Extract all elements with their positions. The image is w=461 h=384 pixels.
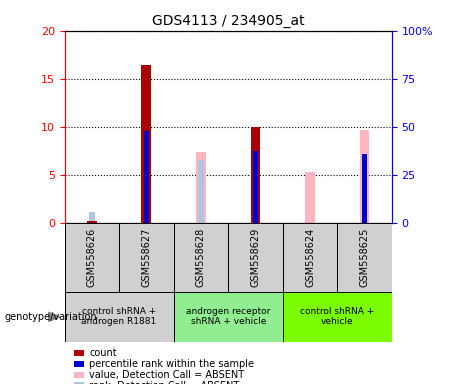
Bar xyxy=(119,223,174,292)
Bar xyxy=(251,127,260,223)
Bar xyxy=(196,152,206,223)
Bar xyxy=(198,161,204,223)
Bar xyxy=(174,292,283,342)
Text: percentile rank within the sample: percentile rank within the sample xyxy=(89,359,254,369)
Text: genotype/variation: genotype/variation xyxy=(5,312,97,322)
Bar xyxy=(305,172,315,223)
Bar xyxy=(283,223,337,292)
Bar xyxy=(283,292,392,342)
Bar xyxy=(142,65,151,223)
Text: value, Detection Call = ABSENT: value, Detection Call = ABSENT xyxy=(89,370,244,380)
Title: GDS4113 / 234905_at: GDS4113 / 234905_at xyxy=(152,14,305,28)
Bar xyxy=(65,292,174,342)
Text: GSM558627: GSM558627 xyxy=(142,228,151,287)
Text: rank, Detection Call = ABSENT: rank, Detection Call = ABSENT xyxy=(89,381,240,384)
Bar xyxy=(362,154,367,223)
Text: GSM558624: GSM558624 xyxy=(305,228,315,287)
Text: GSM558628: GSM558628 xyxy=(196,228,206,287)
Text: control shRNA +
vehicle: control shRNA + vehicle xyxy=(300,307,374,326)
Text: GSM558625: GSM558625 xyxy=(360,228,370,287)
Bar xyxy=(144,131,148,223)
Text: control shRNA +
androgen R1881: control shRNA + androgen R1881 xyxy=(82,307,157,326)
Text: count: count xyxy=(89,348,117,358)
Bar xyxy=(65,223,119,292)
Bar xyxy=(174,223,228,292)
Text: GSM558626: GSM558626 xyxy=(87,228,97,287)
Text: androgen receptor
shRNA + vehicle: androgen receptor shRNA + vehicle xyxy=(186,307,271,326)
Bar xyxy=(228,223,283,292)
Polygon shape xyxy=(48,312,60,321)
Bar xyxy=(337,223,392,292)
Text: GSM558629: GSM558629 xyxy=(250,228,260,287)
Bar xyxy=(253,151,258,223)
Bar xyxy=(87,221,97,223)
Bar xyxy=(360,130,369,223)
Bar xyxy=(89,212,95,223)
